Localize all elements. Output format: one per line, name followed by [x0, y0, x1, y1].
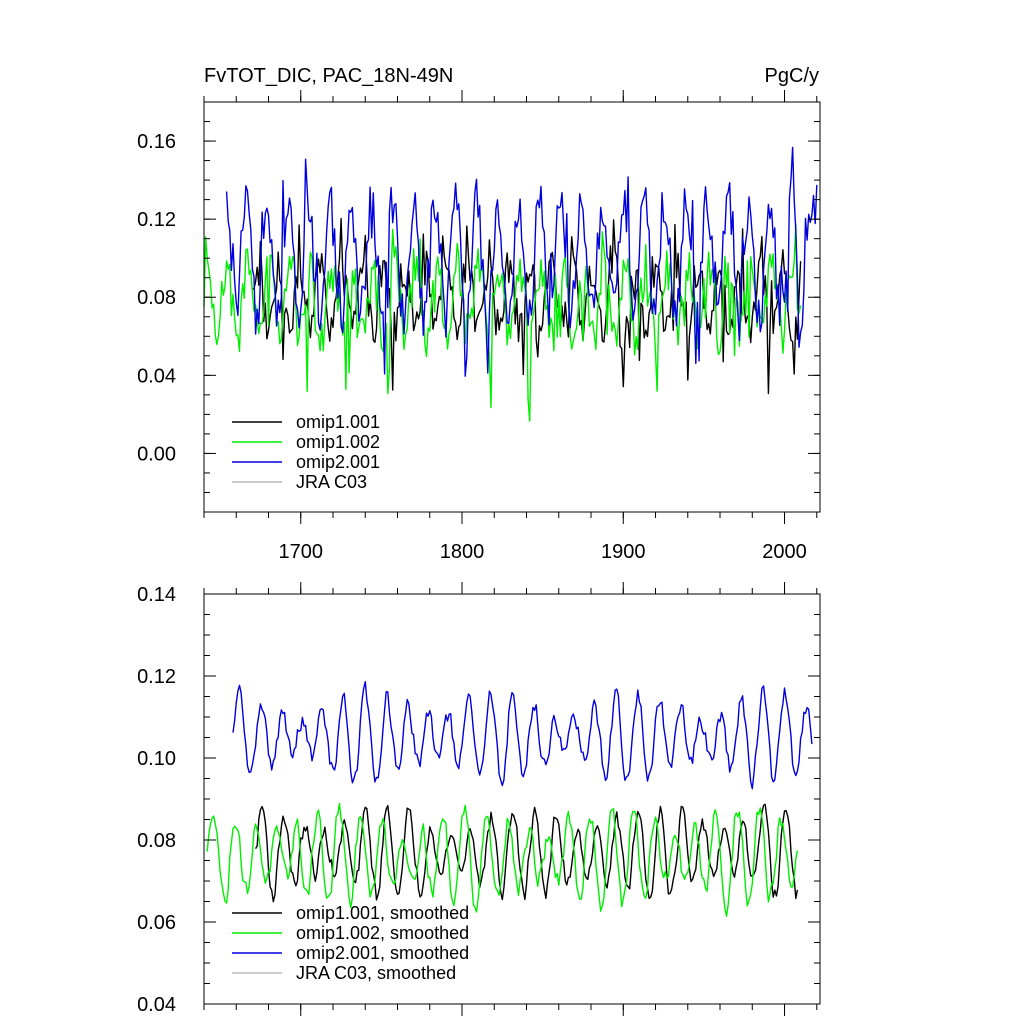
y-tick-label: 0.12: [137, 666, 176, 688]
y-tick-label: 0.08: [137, 830, 176, 852]
top-series-group: [203, 146, 818, 422]
legend-label: omip1.001: [296, 412, 380, 432]
bottom-panel: 0.04 0.06 0.08 0.10 0.12 0.14 omip1.001, smoo…: [137, 582, 821, 1016]
legend-label: omip1.002, smoothed: [296, 923, 469, 943]
x-tick-label: 1900: [601, 541, 646, 563]
x-tick-label: 1700: [279, 541, 324, 563]
y-tick-label: 0.16: [137, 131, 176, 153]
series-line-omip2-001-smoothed: [232, 681, 813, 790]
series-line-omip1-001-smoothed: [254, 803, 799, 903]
units-label: PgC/y: [765, 65, 819, 87]
series-line-omip1-002: [203, 223, 802, 422]
legend-label: JRA C03, smoothed: [296, 963, 456, 983]
chart-title: FvTOT_DIC, PAC_18N-49N: [204, 65, 453, 87]
legend-label: omip2.001: [296, 452, 380, 472]
y-tick-label: 0.10: [137, 748, 176, 770]
x-tick-label: 2000: [762, 541, 807, 563]
legend-label: omip2.001, smoothed: [296, 943, 469, 963]
legend-label: omip1.002: [296, 432, 380, 452]
series-line-omip1-001: [252, 217, 802, 395]
series-line-omip2-001: [225, 146, 818, 377]
y-tick-label: 0.12: [137, 209, 176, 231]
legend-label: JRA C03: [296, 472, 367, 492]
bottom-series-group: [206, 681, 813, 917]
x-tick-label: 1800: [440, 541, 485, 563]
y-tick-label: 0.00: [137, 443, 176, 465]
legend-label: omip1.001, smoothed: [296, 903, 469, 923]
top-panel: FvTOT_DIC, PAC_18N-49N PgC/y 0.00 0.04 0.0…: [137, 65, 821, 563]
series-line-omip1-002-smoothed: [206, 802, 799, 917]
y-tick-label: 0.04: [137, 365, 176, 387]
y-tick-label: 0.14: [137, 584, 176, 606]
y-tick-label: 0.08: [137, 287, 176, 309]
y-tick-label: 0.06: [137, 912, 176, 934]
top-plot-frame: [203, 101, 821, 513]
y-tick-label: 0.04: [137, 994, 176, 1016]
